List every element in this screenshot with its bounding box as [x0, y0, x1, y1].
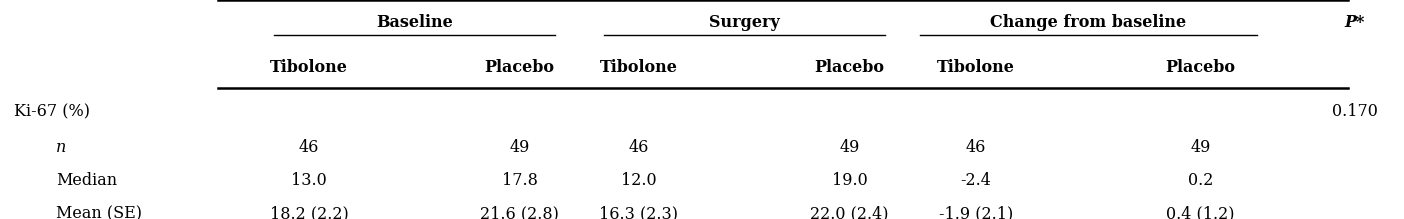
Text: Placebo: Placebo — [1165, 59, 1236, 76]
Text: 49: 49 — [840, 139, 859, 156]
Text: 46: 46 — [629, 139, 649, 156]
Text: Median: Median — [56, 172, 118, 189]
Text: n: n — [56, 139, 66, 156]
Text: 0.170: 0.170 — [1332, 103, 1377, 120]
Text: Tibolone: Tibolone — [600, 59, 678, 76]
Text: 19.0: 19.0 — [831, 172, 868, 189]
Text: 17.8: 17.8 — [501, 172, 538, 189]
Text: 16.3 (2.3): 16.3 (2.3) — [600, 205, 678, 219]
Text: 12.0: 12.0 — [621, 172, 657, 189]
Text: 22.0 (2.4): 22.0 (2.4) — [810, 205, 889, 219]
Text: P*: P* — [1345, 14, 1365, 32]
Text: Change from baseline: Change from baseline — [990, 14, 1186, 32]
Text: 46: 46 — [966, 139, 986, 156]
Text: Baseline: Baseline — [376, 14, 452, 32]
Text: 18.2 (2.2): 18.2 (2.2) — [270, 205, 348, 219]
Text: 46: 46 — [299, 139, 319, 156]
Text: 0.2: 0.2 — [1188, 172, 1213, 189]
Text: 49: 49 — [510, 139, 529, 156]
Text: -2.4: -2.4 — [960, 172, 991, 189]
Text: Surgery: Surgery — [709, 14, 779, 32]
Text: Tibolone: Tibolone — [936, 59, 1015, 76]
Text: -1.9 (2.1): -1.9 (2.1) — [939, 205, 1012, 219]
Text: Tibolone: Tibolone — [270, 59, 348, 76]
Text: 0.4 (1.2): 0.4 (1.2) — [1167, 205, 1234, 219]
Text: Placebo: Placebo — [484, 59, 555, 76]
Text: 49: 49 — [1191, 139, 1210, 156]
Text: 21.6 (2.8): 21.6 (2.8) — [480, 205, 559, 219]
Text: Placebo: Placebo — [814, 59, 885, 76]
Text: 13.0: 13.0 — [291, 172, 327, 189]
Text: Ki-67 (%): Ki-67 (%) — [14, 103, 90, 120]
Text: Mean (SE): Mean (SE) — [56, 205, 142, 219]
